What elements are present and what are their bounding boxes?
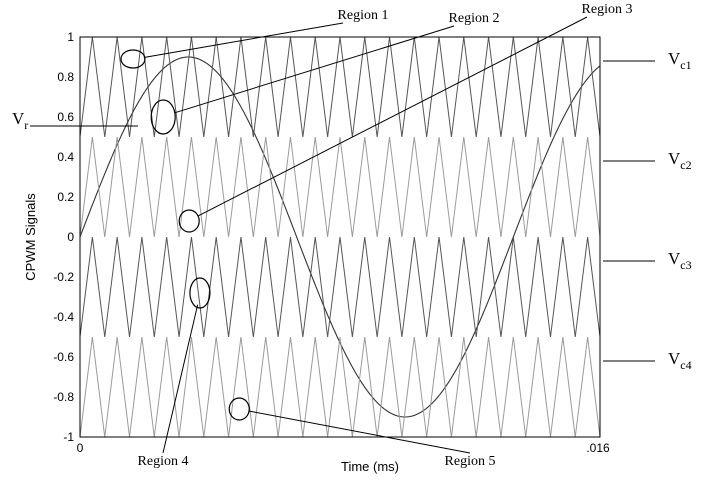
region-3-label: Region 3 (582, 2, 633, 17)
plot-frame (79, 36, 601, 438)
region-1-label: Region 1 (338, 8, 389, 23)
series-label-main: V (668, 349, 681, 368)
region-5-label: Region 5 (445, 454, 496, 469)
series-label-subscript: c4 (680, 358, 691, 372)
series-line-vc3 (80, 236, 600, 338)
series-label-main: V (668, 149, 681, 168)
series-line-vc2 (80, 136, 600, 238)
x-tick-label: .016 (586, 441, 610, 455)
y-tick-label: 0.6 (57, 110, 74, 124)
y-tick-label: 1 (67, 30, 74, 44)
series-layer (80, 37, 600, 437)
series-label-main: V (668, 249, 681, 268)
region-1-marker (120, 49, 146, 69)
x-tick-label: 0 (77, 441, 84, 455)
series-label-subscript: r (24, 118, 28, 132)
y-tick-label: 0.8 (57, 70, 74, 84)
series-label-subscript: c3 (680, 258, 691, 272)
series-label-vc1: Vc1 (668, 49, 692, 72)
region-4-marker (189, 277, 211, 309)
region-1-leader (143, 22, 344, 58)
series-label-vc3: Vc3 (668, 249, 692, 272)
series-label-vc2: Vc2 (668, 149, 692, 172)
y-tick-label: -1 (63, 430, 74, 444)
series-label-main: V (668, 49, 681, 68)
series-line-vc1 (80, 37, 600, 138)
x-axis-label: Time (ms) (341, 459, 399, 474)
region-3-leader (197, 16, 588, 217)
y-tick-label: -0.6 (53, 350, 74, 364)
annotation-layer: Region 1 Region 2 Region 3 Region 4 Region 5 (120, 2, 633, 469)
region-4-label: Region 4 (138, 454, 189, 469)
y-tick-label: -0.4 (53, 310, 74, 324)
region-2-label: Region 2 (449, 11, 500, 26)
ticks-layer: 10.80.60.40.20-0.2-0.4-0.6-0.8-10.016 (53, 30, 610, 455)
series-label-vc4: Vc4 (668, 349, 692, 372)
y-tick-label: 0 (67, 230, 74, 244)
y-tick-label: 0.2 (57, 190, 74, 204)
series-label-vr: Vr (12, 109, 28, 132)
region-5-marker (228, 397, 250, 421)
region-2-leader (174, 25, 455, 114)
region-3-marker (178, 209, 200, 233)
y-tick-label: 0.4 (57, 150, 74, 164)
series-label-subscript: c2 (680, 158, 691, 172)
region-5-leader (248, 410, 471, 454)
series-line-vc4 (80, 336, 600, 437)
series-label-subscript: c1 (680, 58, 691, 72)
y-tick-label: -0.2 (53, 270, 74, 284)
region-2-marker (150, 99, 176, 135)
y-tick-label: -0.8 (53, 390, 74, 404)
series-label-main: V (12, 109, 25, 128)
region-4-leader (162, 304, 199, 454)
y-axis-label: CPWM Signals (23, 193, 38, 281)
